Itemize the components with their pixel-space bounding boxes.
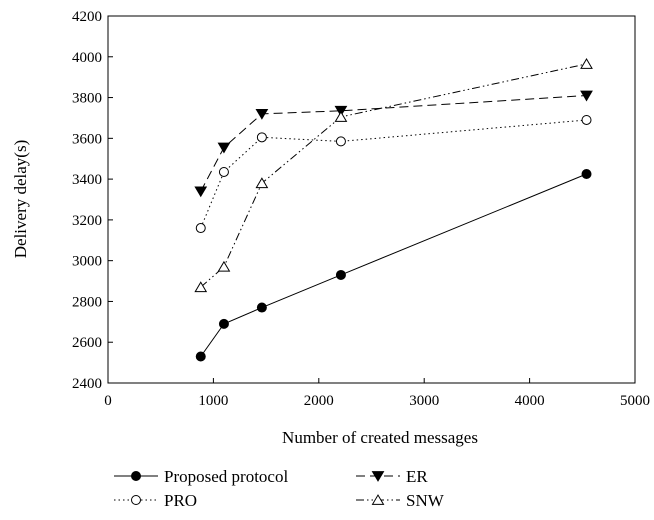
data-point [194, 186, 208, 198]
data-point [218, 318, 229, 329]
y-tick-label: 4000 [72, 50, 102, 66]
legend-swatch-marker [131, 471, 141, 481]
series-line [200, 173, 587, 357]
x-tick-label: 2000 [304, 393, 334, 409]
data-point [580, 57, 593, 69]
y-tick-label: 4200 [72, 9, 102, 25]
y-tick-label: 2400 [72, 376, 102, 392]
legend-item: Proposed protocol [114, 467, 288, 486]
x-tick-label: 0 [104, 393, 112, 409]
data-point [255, 108, 269, 120]
data-point [256, 132, 267, 143]
legend-item: SNW [356, 491, 445, 510]
data-point [335, 136, 346, 147]
y-tick-label: 3200 [72, 213, 102, 229]
y-tick-label: 3000 [72, 254, 102, 270]
data-point [335, 269, 346, 280]
data-point [256, 302, 267, 313]
legend-swatch-marker [371, 494, 385, 505]
legend-label: PRO [164, 491, 197, 510]
x-axis-title: Number of created messages [282, 428, 478, 447]
plot-area-border [107, 15, 636, 384]
x-tick-label: 4000 [515, 393, 545, 409]
y-axis-title: Delivery delay(s) [11, 140, 30, 258]
legend-label: SNW [406, 491, 445, 510]
y-tick-label: 2600 [72, 335, 102, 351]
data-point [195, 223, 206, 234]
data-point [218, 166, 229, 177]
data-point [255, 177, 269, 189]
y-tick-label: 2800 [72, 294, 102, 310]
y-tick-label: 3800 [72, 91, 102, 107]
legend-item: ER [356, 467, 428, 486]
data-point [580, 90, 593, 102]
y-tick-label: 3600 [72, 131, 102, 147]
y-tick-label: 3400 [72, 172, 102, 188]
data-point [581, 169, 592, 180]
x-tick-label: 5000 [620, 393, 650, 409]
legend-swatch-marker [371, 471, 385, 482]
legend-label: Proposed protocol [164, 467, 288, 486]
x-tick-label: 3000 [409, 393, 439, 409]
legend-label: ER [406, 467, 428, 486]
data-point [581, 114, 592, 125]
data-point [217, 260, 231, 272]
data-point [334, 110, 348, 122]
data-point [194, 281, 208, 293]
data-point [195, 351, 206, 362]
legend-item: PRO [114, 491, 197, 510]
data-point [217, 142, 231, 154]
legend-swatch-marker [131, 495, 141, 505]
x-tick-label: 1000 [198, 393, 228, 409]
